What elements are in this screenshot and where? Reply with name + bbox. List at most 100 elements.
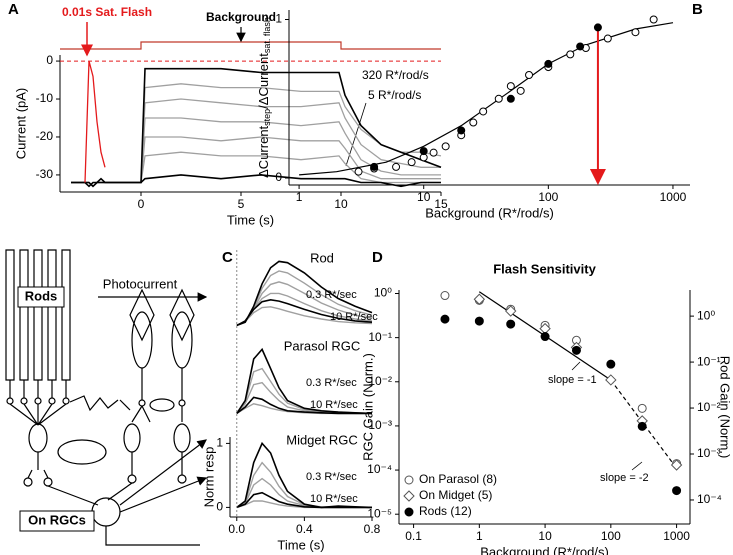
data-point xyxy=(576,42,585,51)
annotation: 320 R*/rod/s xyxy=(362,68,429,82)
y-tick-label: -20 xyxy=(36,129,54,143)
data-point xyxy=(540,332,550,342)
data-point xyxy=(506,94,515,103)
y-axis-label: Current (pA) xyxy=(13,88,28,160)
chart-title: Flash Sensitivity xyxy=(493,261,596,276)
annotation: slope = -1 xyxy=(548,374,597,386)
y-tick-label: 0 xyxy=(275,170,282,184)
data-point xyxy=(504,305,517,317)
annotation: 0.3 R*/sec xyxy=(306,377,357,389)
annotation: 10 R*/sec xyxy=(330,311,378,323)
data-point xyxy=(649,15,658,24)
legend-marker xyxy=(403,490,415,502)
data-point xyxy=(566,50,575,59)
y-tick-label: -10 xyxy=(36,91,54,105)
photocurrent-label: Photocurrent xyxy=(103,276,178,291)
y-tick-label: 0 xyxy=(216,500,223,514)
y-tick-label: -30 xyxy=(36,167,54,181)
data-point xyxy=(637,421,647,431)
data-point xyxy=(506,319,516,329)
x-axis-label: Time (s) xyxy=(277,537,324,552)
stimulus-trace xyxy=(60,41,441,50)
trace xyxy=(84,60,106,183)
x-axis-label: Time (s) xyxy=(227,212,274,227)
rods-label: Rods xyxy=(25,288,58,303)
x-tick-label: 0.4 xyxy=(296,522,313,536)
y2-tick-label: 10⁻³ xyxy=(697,446,721,460)
y2-axis-label: Rod Gain (Norm.) xyxy=(718,356,733,459)
y-axis-label-part: step xyxy=(262,109,272,126)
subplot-title: Rod xyxy=(310,250,334,265)
x-tick-label: 10 xyxy=(334,197,348,211)
y-axis-label: RGC Gain (Norm.) xyxy=(360,353,375,461)
x-tick-label: 1 xyxy=(296,190,303,204)
data-point xyxy=(544,59,553,68)
y2-tick-label: 10⁻² xyxy=(697,400,721,414)
data-point xyxy=(441,142,450,151)
annotation: 10 R*/sec xyxy=(310,399,358,411)
x-tick-label: 10 xyxy=(538,529,552,543)
subplot-title: Parasol RGC xyxy=(284,338,361,353)
trace xyxy=(236,260,373,327)
legend-label: On Midget (5) xyxy=(419,488,492,502)
x-tick-label: 15 xyxy=(434,197,448,211)
y-tick-label: 10⁻² xyxy=(368,374,392,388)
trace xyxy=(71,67,442,188)
y-axis-label: Norm resp xyxy=(201,447,216,508)
y-tick-label: 0 xyxy=(46,53,53,67)
y-axis-label: ΔCurrentstep/ΔCurrentsat. flash xyxy=(256,17,272,178)
data-point xyxy=(440,291,450,301)
trace xyxy=(236,491,372,509)
annotation: Background xyxy=(206,10,276,24)
x-tick-label: 0.1 xyxy=(405,529,422,543)
y-axis-label-part: ΔCurrent xyxy=(256,125,271,177)
annotation: 5 R*/rod/s xyxy=(368,88,421,102)
annotation: slope = -2 xyxy=(600,472,649,484)
y-tick-label: 10⁻³ xyxy=(368,418,392,432)
y-tick-label: 10⁰ xyxy=(374,286,392,300)
data-point xyxy=(506,82,515,91)
y2-tick-label: 10⁰ xyxy=(697,308,715,322)
y-axis-label-part: sat. flash xyxy=(262,17,272,53)
retina-diagram: Rods Photocurrent On RGCs xyxy=(5,249,208,546)
data-point xyxy=(672,486,682,496)
data-point xyxy=(354,167,363,176)
y-axis-label-part: /ΔCurrent xyxy=(256,53,271,109)
fit-line xyxy=(610,379,678,469)
data-point xyxy=(525,70,534,79)
data-point xyxy=(637,403,647,413)
y2-tick-label: 10⁻⁴ xyxy=(697,492,722,506)
panel-label: A xyxy=(8,1,19,18)
leader-line xyxy=(631,461,643,471)
data-point xyxy=(606,359,616,369)
legend-marker xyxy=(404,475,414,485)
x-tick-label: 0.8 xyxy=(364,522,381,536)
annotation: 10 R*/sec xyxy=(310,493,358,505)
data-point xyxy=(474,316,484,326)
data-point xyxy=(392,162,401,171)
annotation: 0.3 R*/sec xyxy=(306,289,357,301)
x-axis-label: Background (R*/rod/s) xyxy=(480,544,609,555)
x-tick-label: 0.0 xyxy=(228,522,245,536)
trace xyxy=(236,347,373,415)
panel-label: B xyxy=(692,1,703,18)
legend-label: Rods (12) xyxy=(419,504,472,518)
panel-label: D xyxy=(372,249,383,266)
trace xyxy=(236,441,373,509)
leader-line xyxy=(571,361,581,371)
fit-line xyxy=(299,22,674,176)
y-tick-label: 10⁻⁴ xyxy=(367,462,392,476)
x-tick-label: 1000 xyxy=(663,529,690,543)
x-tick-label: 1000 xyxy=(660,190,687,204)
data-point xyxy=(370,162,379,171)
data-point xyxy=(429,148,438,157)
subplot-title: Midget RGC xyxy=(286,432,358,447)
x-tick-label: 10 xyxy=(417,190,431,204)
panel-label: C xyxy=(222,249,233,266)
data-point xyxy=(516,86,525,95)
y2-tick-label: 10⁻¹ xyxy=(697,354,721,368)
data-point xyxy=(605,374,617,386)
data-point xyxy=(473,293,486,305)
